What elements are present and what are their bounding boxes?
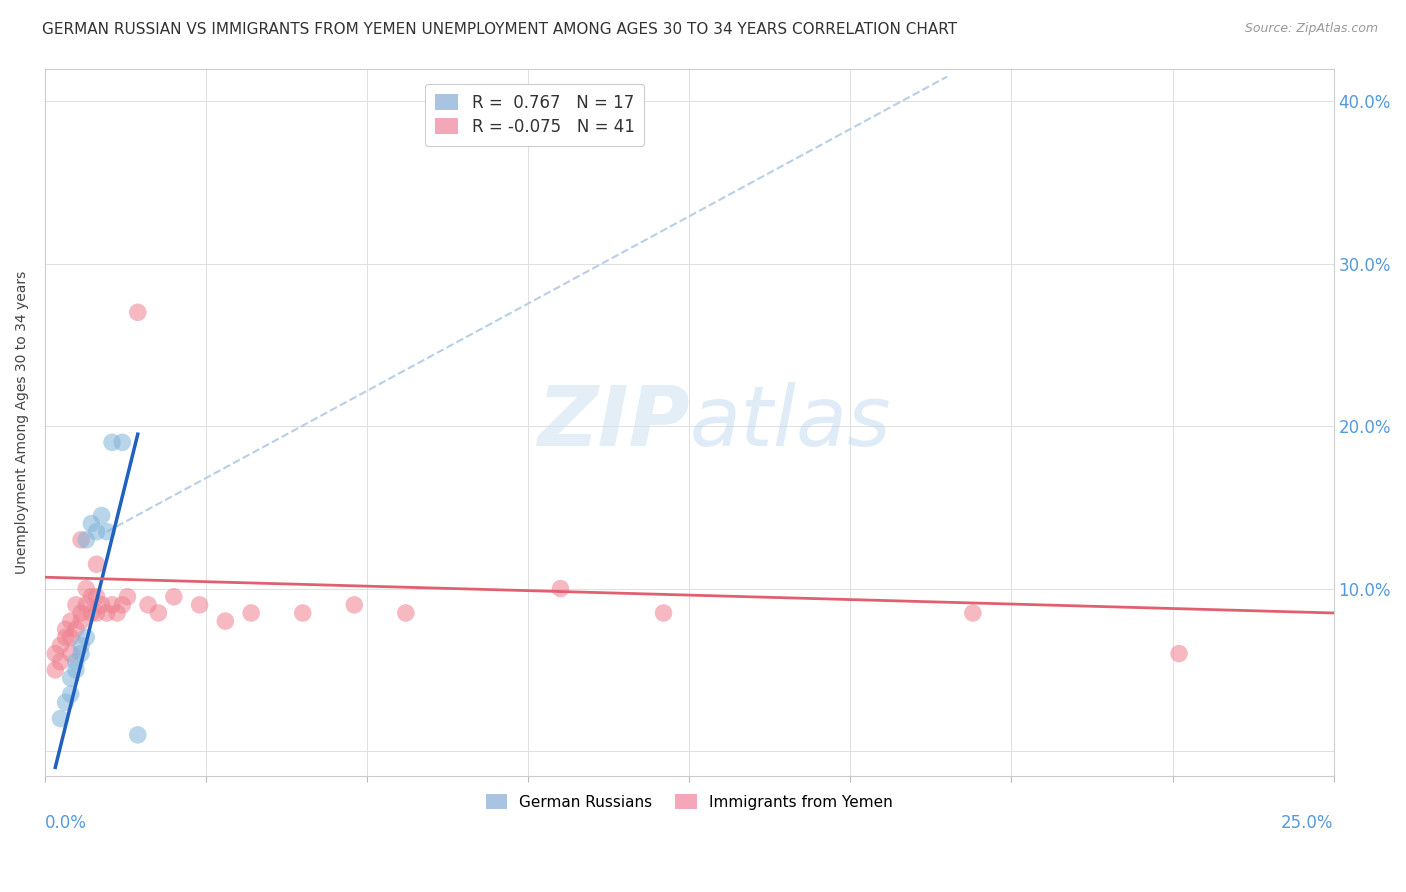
Point [343, 598, 366, 612]
Point [80, 606, 103, 620]
Point [80, 590, 103, 604]
Point [55, 695, 77, 709]
Point [90, 508, 112, 523]
Point [75, 598, 97, 612]
Point [59, 631, 82, 645]
Point [111, 435, 134, 450]
Y-axis label: Unemployment Among Ages 30 to 34 years: Unemployment Among Ages 30 to 34 years [15, 270, 30, 574]
Point [49, 712, 72, 726]
Point [96, 524, 118, 539]
Point [86, 558, 108, 572]
Point [75, 582, 97, 596]
Point [70, 647, 93, 661]
Text: 25.0%: 25.0% [1281, 814, 1334, 832]
Point [59, 671, 82, 685]
Point [105, 606, 128, 620]
Point [86, 524, 108, 539]
Point [65, 598, 87, 612]
Point [395, 606, 418, 620]
Point [44, 647, 66, 661]
Point [70, 606, 93, 620]
Point [1168, 647, 1191, 661]
Point [240, 606, 263, 620]
Text: atlas: atlas [689, 382, 891, 463]
Point [163, 590, 186, 604]
Point [652, 606, 675, 620]
Point [75, 631, 97, 645]
Text: Source: ZipAtlas.com: Source: ZipAtlas.com [1244, 22, 1378, 36]
Point [188, 598, 211, 612]
Point [59, 687, 82, 701]
Point [70, 614, 93, 628]
Point [49, 639, 72, 653]
Point [86, 606, 108, 620]
Point [550, 582, 572, 596]
Point [136, 598, 159, 612]
Point [148, 606, 170, 620]
Point [65, 655, 87, 669]
Point [101, 435, 124, 450]
Point [70, 639, 93, 653]
Point [44, 663, 66, 677]
Point [65, 622, 87, 636]
Point [117, 590, 139, 604]
Point [59, 647, 82, 661]
Point [101, 598, 124, 612]
Point [49, 655, 72, 669]
Point [90, 598, 112, 612]
Point [127, 305, 149, 319]
Point [70, 533, 93, 547]
Text: GERMAN RUSSIAN VS IMMIGRANTS FROM YEMEN UNEMPLOYMENT AMONG AGES 30 TO 34 YEARS C: GERMAN RUSSIAN VS IMMIGRANTS FROM YEMEN … [42, 22, 957, 37]
Text: 0.0%: 0.0% [45, 814, 87, 832]
Point [55, 622, 77, 636]
Point [55, 631, 77, 645]
Point [962, 606, 984, 620]
Text: ZIP: ZIP [537, 382, 689, 463]
Point [214, 614, 236, 628]
Point [59, 614, 82, 628]
Point [86, 590, 108, 604]
Point [291, 606, 314, 620]
Point [75, 533, 97, 547]
Point [96, 606, 118, 620]
Point [65, 663, 87, 677]
Point [127, 728, 149, 742]
Point [80, 516, 103, 531]
Legend: German Russians, Immigrants from Yemen: German Russians, Immigrants from Yemen [478, 787, 900, 817]
Point [111, 598, 134, 612]
